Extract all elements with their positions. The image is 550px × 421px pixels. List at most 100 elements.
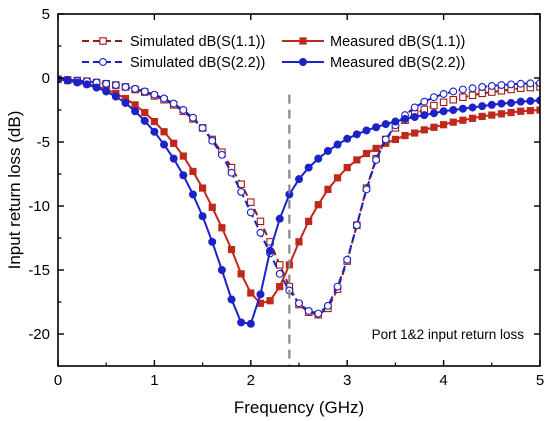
data-point [169, 99, 178, 108]
data-point [246, 208, 255, 217]
data-point [429, 109, 438, 118]
data-point [507, 98, 516, 107]
data-point [449, 87, 458, 96]
legend-label: Simulated dB(S(2.2)) [130, 55, 265, 71]
legend: Simulated dB(S(1.1)) Measured dB(S(1.1)) S… [82, 34, 465, 71]
legend-swatch-marker [99, 58, 107, 66]
data-point [179, 152, 187, 160]
data-point [362, 185, 371, 194]
data-point [488, 111, 496, 119]
data-point [73, 78, 82, 87]
data-point [352, 221, 361, 230]
annotation-text: Port 1&2 input return loss [372, 327, 525, 342]
data-point [323, 301, 332, 310]
data-point [401, 132, 409, 140]
data-point [121, 83, 130, 91]
data-point [208, 136, 217, 145]
data-point [430, 93, 438, 102]
data-point [372, 123, 381, 132]
data-point [468, 91, 477, 100]
x-tick-label: 4 [439, 372, 447, 389]
data-point [468, 103, 477, 112]
data-point [381, 135, 390, 144]
data-point [256, 228, 265, 237]
legend-label: Simulated dB(S(1.1)) [130, 34, 265, 50]
data-point [333, 140, 342, 149]
data-point [140, 116, 149, 125]
data-point [420, 126, 428, 134]
data-point [333, 174, 342, 182]
data-point [526, 107, 534, 115]
series-3 [58, 75, 540, 318]
data-point [487, 100, 496, 109]
data-point [468, 84, 477, 93]
series-1 [58, 75, 540, 319]
data-point [140, 87, 149, 96]
series-2 [58, 75, 540, 307]
data-point [497, 99, 506, 108]
data-point [458, 85, 467, 94]
data-point [131, 107, 140, 116]
data-point [246, 319, 255, 328]
data-point [430, 101, 438, 110]
x-tick-label: 0 [54, 372, 62, 389]
data-point [410, 113, 419, 122]
data-point [150, 90, 159, 99]
data-point [275, 269, 284, 278]
data-point [430, 123, 438, 131]
data-point [266, 246, 275, 255]
data-point [150, 117, 159, 126]
data-point [372, 144, 380, 153]
data-point [439, 121, 448, 129]
data-point [314, 309, 323, 318]
data-point [362, 126, 371, 135]
data-point [256, 290, 265, 299]
data-point [63, 76, 72, 85]
data-point [372, 155, 381, 164]
data-point [188, 190, 197, 199]
data-point [516, 79, 525, 88]
data-point [217, 150, 226, 159]
data-point [353, 156, 361, 164]
data-point [449, 106, 458, 115]
legend-swatch-marker [299, 37, 307, 45]
x-axis-title: Frequency (GHz) [234, 398, 364, 417]
legend-swatch-marker [298, 57, 307, 66]
data-point [294, 175, 303, 184]
series-line [58, 78, 540, 316]
legend-swatch-marker [99, 37, 107, 45]
data-point [131, 101, 139, 109]
y-tick-label: 0 [42, 70, 50, 87]
data-point [526, 79, 535, 88]
y-axis-title: Input return loss (dB) [5, 111, 24, 270]
series-line [58, 78, 540, 315]
series-line [58, 78, 540, 305]
data-point [343, 134, 352, 143]
data-point [218, 224, 226, 232]
data-point [497, 81, 506, 89]
data-point [111, 81, 120, 89]
legend-item: Simulated dB(S(1.1)) [82, 34, 265, 50]
x-tick-label: 3 [343, 372, 351, 389]
data-point [295, 238, 303, 246]
data-point [199, 184, 207, 192]
data-point [516, 97, 525, 106]
data-point [507, 80, 516, 89]
legend-label: Measured dB(S(2.2)) [330, 55, 465, 71]
legend-item: Simulated dB(S(2.2)) [82, 55, 265, 71]
data-point [411, 129, 419, 137]
data-point [295, 299, 303, 308]
y-tick-label: -5 [37, 134, 50, 151]
data-point [237, 318, 246, 327]
data-point [507, 108, 515, 117]
data-point [150, 127, 159, 136]
data-point [247, 198, 255, 206]
x-tick-label: 5 [536, 372, 544, 389]
data-point [102, 87, 111, 96]
data-point [304, 307, 313, 315]
data-point [198, 123, 207, 132]
data-point [459, 93, 467, 101]
data-point [305, 217, 313, 225]
data-point [141, 108, 149, 117]
data-point [324, 185, 332, 193]
